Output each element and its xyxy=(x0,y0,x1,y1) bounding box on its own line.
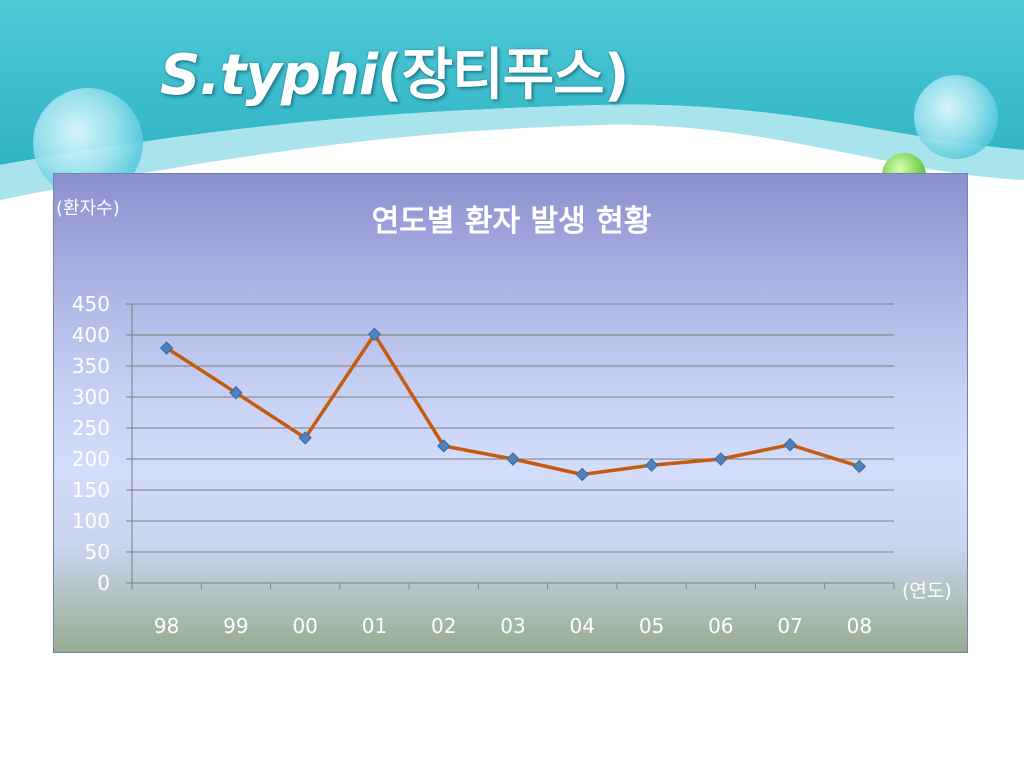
y-tick-label: 100 xyxy=(72,509,110,533)
slide-title: S.typhi(장티푸스) xyxy=(160,30,629,110)
y-tick-label: 0 xyxy=(97,571,110,595)
data-point xyxy=(644,458,659,472)
y-tick-label: 350 xyxy=(72,354,110,378)
data-point xyxy=(506,452,520,466)
header-wave xyxy=(0,0,1024,165)
x-tick-label: 01 xyxy=(362,614,387,638)
bubble-right xyxy=(914,75,998,159)
data-point xyxy=(298,431,312,445)
data-point xyxy=(714,452,728,466)
x-tick-label: 07 xyxy=(777,614,802,638)
data-point xyxy=(852,459,867,474)
x-tick-label: 06 xyxy=(708,614,733,638)
y-tick-label: 400 xyxy=(72,323,110,347)
data-point xyxy=(783,438,797,452)
x-tick-label: 99 xyxy=(223,614,248,638)
x-axis-label: (연도) xyxy=(902,580,952,602)
y-tick-label: 250 xyxy=(72,416,110,440)
x-tick-label: 02 xyxy=(431,614,456,638)
y-tick-label: 300 xyxy=(72,385,110,409)
line-chart: 0 50 100 150 200 250 300 350 400 450 98 99 00 01 02 03 0… xyxy=(53,173,968,653)
x-tick-label: 04 xyxy=(570,614,595,638)
y-tick-label: 200 xyxy=(72,447,110,471)
x-tick-label: 00 xyxy=(292,614,317,638)
x-tick-label: 03 xyxy=(500,614,525,638)
y-tick-label: 50 xyxy=(85,540,110,564)
y-axis-label: (환자수) xyxy=(56,198,120,219)
x-tick-label: 05 xyxy=(639,614,664,638)
data-point xyxy=(437,439,451,453)
bubble-left xyxy=(33,88,143,198)
y-tick-label: 450 xyxy=(72,292,110,316)
data-point xyxy=(229,385,243,400)
header-wave-light xyxy=(0,104,1024,200)
data-point xyxy=(367,327,382,342)
x-tick-label: 08 xyxy=(847,614,872,638)
y-tick-label: 150 xyxy=(72,478,110,502)
data-point xyxy=(159,341,174,355)
data-point xyxy=(575,467,589,482)
x-tick-label: 98 xyxy=(154,614,179,638)
chart-title: 연도별 환자 발생 현황 xyxy=(371,204,652,239)
slide-title-korean: (장티푸스) xyxy=(377,43,629,108)
slide-title-italic: S.typhi xyxy=(160,43,378,108)
